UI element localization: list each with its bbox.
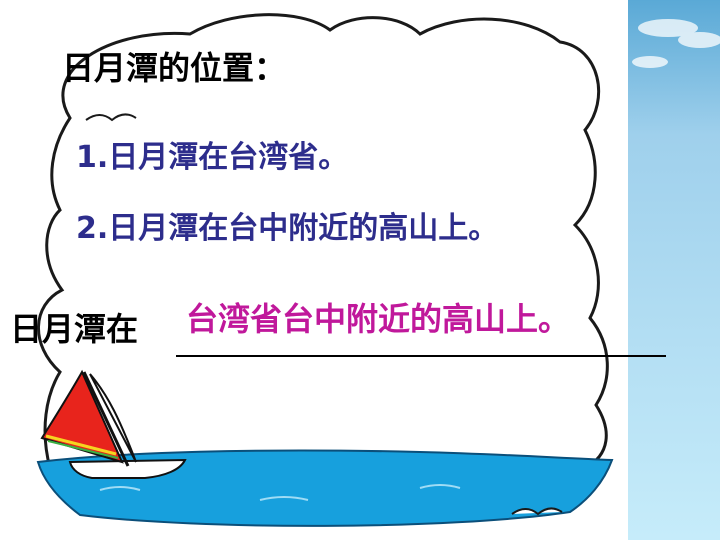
fill-in-blank-line [176, 355, 666, 357]
fill-in-prefix: 日月潭在 [10, 310, 139, 348]
seagull [85, 113, 137, 122]
sky-panel [628, 0, 720, 540]
boat-hull [68, 458, 187, 479]
location-item-2: 2.日月潭在台中附近的高山上。 [76, 211, 499, 246]
sail-stripe [45, 434, 117, 456]
boat-mast [82, 371, 130, 467]
white-sail [89, 373, 137, 463]
sky-clouds [632, 19, 720, 68]
lake-water [36, 449, 614, 527]
location-item-1: 1.日月潭在台湾省。 [76, 140, 349, 175]
slide-title: 日月潭的位置： [62, 49, 287, 87]
sailboat [40, 369, 187, 479]
fill-in-answer: 台湾省台中附近的高山上。 [186, 300, 571, 338]
seagull [511, 507, 563, 516]
sail-stripe-green [47, 440, 119, 459]
water-waves [99, 484, 461, 501]
cloud-frame [37, 13, 609, 470]
